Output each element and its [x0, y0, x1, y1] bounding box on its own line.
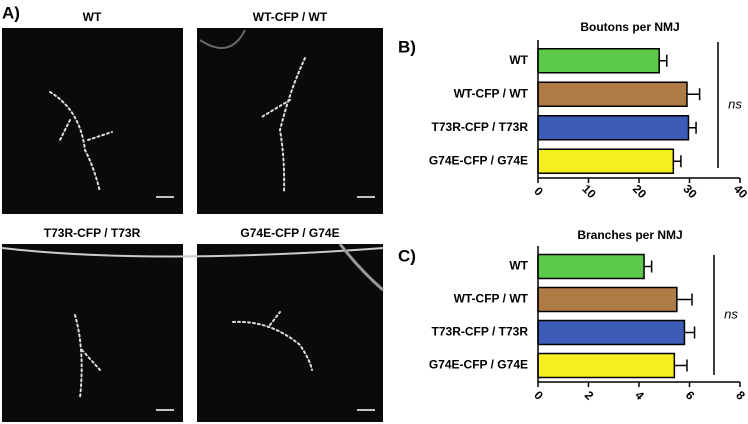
error-bar — [684, 326, 696, 339]
category-label: T73R-CFP / T73R — [432, 120, 529, 134]
neuron — [49, 57, 313, 399]
category-label: G74E-CFP / G74E — [429, 358, 528, 372]
bar — [537, 253, 645, 280]
bar — [537, 81, 688, 107]
error-bar — [674, 359, 688, 372]
annotation: ns — [724, 306, 738, 321]
panel-label: B) — [398, 37, 416, 56]
error-bar — [673, 155, 682, 168]
category-label: G74E-CFP / G74E — [429, 153, 528, 167]
category-label: WT — [509, 53, 528, 67]
chart-title: Branches per NMJ — [577, 228, 682, 242]
category-label: WT-CFP / WT — [454, 86, 529, 100]
micrograph — [2, 244, 183, 422]
x-tick-label: 10 — [579, 182, 599, 202]
image-title: WT-CFP / WT — [253, 10, 328, 24]
bar — [537, 48, 660, 74]
x-tick-label: 0 — [531, 388, 546, 403]
annotation: ns — [728, 96, 742, 111]
micrograph — [197, 244, 383, 422]
error-bar — [659, 54, 668, 67]
micrographs — [1, 28, 384, 422]
x-tick-label: 8 — [733, 388, 748, 403]
panel-label: C) — [398, 246, 416, 265]
chart-title: Boutons per NMJ — [580, 20, 679, 34]
x-tick-label: 2 — [582, 388, 597, 403]
error-bar — [644, 260, 653, 273]
x-tick-label: 4 — [632, 388, 647, 403]
bar — [537, 115, 690, 141]
x-tick-label: 6 — [683, 388, 698, 403]
texture — [1, 29, 384, 292]
error-bar — [688, 121, 697, 134]
bar — [537, 352, 676, 379]
bar — [537, 148, 675, 174]
image-title: WT — [83, 10, 102, 24]
x-tick-label: 20 — [630, 182, 650, 202]
x-tick-label: 40 — [731, 182, 748, 202]
category-label: T73R-CFP / T73R — [432, 325, 529, 339]
error-bar — [676, 293, 693, 306]
x-tick-label: 0 — [531, 184, 546, 199]
category-label: WT — [509, 259, 528, 273]
x-tick-label: 30 — [680, 182, 700, 202]
error-bar — [686, 88, 701, 101]
bar — [537, 286, 678, 313]
category-label: WT-CFP / WT — [454, 292, 529, 306]
micrograph — [197, 28, 383, 214]
scale-bars — [156, 196, 375, 411]
image-title: T73R-CFP / T73R — [44, 226, 141, 240]
micrograph — [2, 28, 183, 214]
panel-label: A) — [2, 3, 20, 22]
image-title: G74E-CFP / G74E — [240, 226, 339, 240]
bar — [537, 319, 686, 346]
